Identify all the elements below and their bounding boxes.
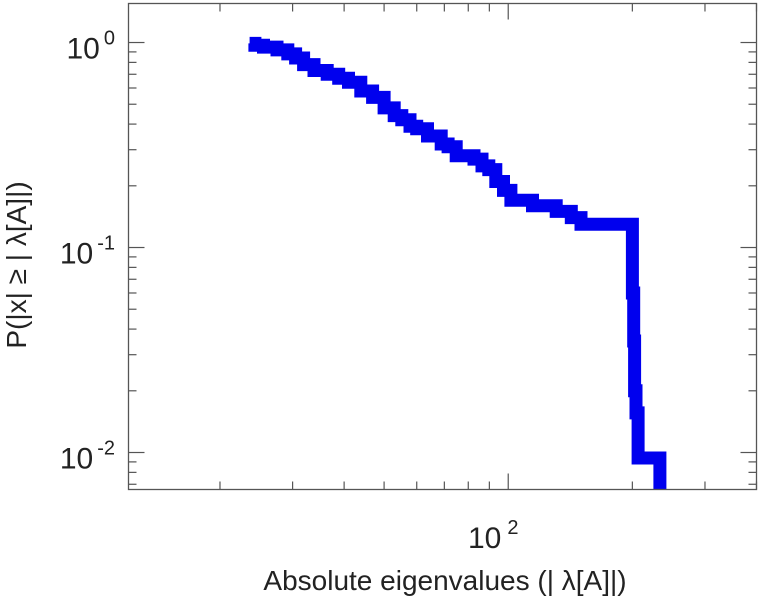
y-tick-label: 10 0 xyxy=(67,28,116,66)
x-tick-label: 10 2 xyxy=(468,517,519,555)
y-axis-title: P(|x| ≥ | λ[A]|) xyxy=(1,181,32,348)
data-layer xyxy=(248,36,667,490)
plot-frame xyxy=(127,2,758,491)
data-series-line xyxy=(248,36,667,490)
tick-layer: 10 2 10 0 10 -1 10 -2 xyxy=(60,3,758,555)
y-tick-label: 10 -2 xyxy=(60,438,115,476)
x-axis-title: Absolute eigenvalues (| λ[A]|) xyxy=(263,565,626,596)
y-tick-label: 10 -1 xyxy=(60,233,115,271)
